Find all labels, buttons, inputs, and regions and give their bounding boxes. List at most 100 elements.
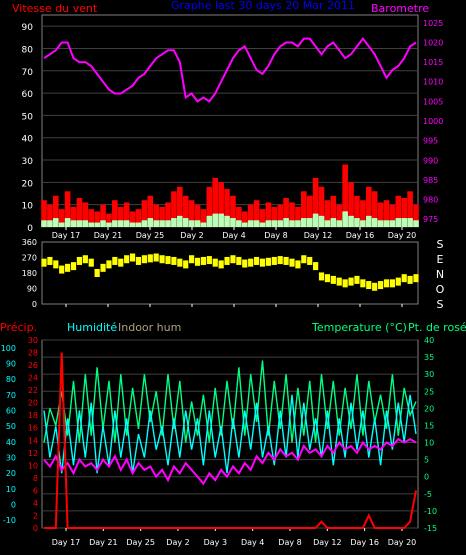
direction-point — [366, 281, 372, 290]
gust-bar — [123, 202, 130, 227]
gust-bar — [395, 195, 402, 227]
direction-point — [59, 265, 65, 274]
precip-tick-label: 6 — [33, 486, 38, 495]
humidity-tick-label: 70 — [6, 391, 16, 400]
avg-wind-bar — [289, 220, 295, 227]
avg-wind-bar — [218, 213, 224, 227]
direction-point — [76, 256, 83, 265]
gust-bar — [117, 206, 124, 227]
direction-point — [348, 277, 354, 286]
avg-wind-bar — [171, 218, 177, 227]
top-day-label: Day 20 — [388, 231, 417, 240]
direction-point — [395, 277, 401, 286]
temperature-tick-label: 0 — [424, 473, 429, 482]
direction-point — [271, 256, 277, 265]
avg-wind-bar — [177, 215, 183, 227]
avg-wind-bar — [236, 220, 242, 227]
direction-point — [330, 275, 336, 284]
gust-bar — [377, 202, 384, 227]
avg-wind-bar — [265, 220, 272, 227]
direction-point — [289, 258, 295, 267]
direction-tick-label: 360 — [22, 238, 37, 247]
gust-bar — [265, 202, 272, 227]
baro-tick-label: 1010 — [423, 78, 443, 87]
direction-point — [265, 257, 271, 266]
direction-point — [230, 255, 236, 264]
direction-point — [224, 256, 230, 265]
gust-bar — [64, 191, 71, 227]
avg-wind-bar — [224, 215, 230, 227]
direction-point — [253, 256, 260, 265]
gust-bar — [236, 206, 242, 227]
gust-bar — [371, 191, 378, 227]
direction-point — [177, 258, 183, 267]
precip-tick-label: 16 — [28, 424, 38, 433]
wind-tick-label: 0 — [27, 224, 33, 234]
direction-point — [94, 269, 100, 277]
temperature-tick-label: 35 — [424, 353, 434, 362]
precip-tick-label: 30 — [28, 336, 38, 345]
temperature-tick-label: 20 — [424, 404, 434, 413]
direction-point — [165, 256, 171, 265]
avg-wind-bar — [64, 218, 71, 227]
gust-bar — [41, 200, 47, 227]
baro-tick-label: 1015 — [423, 58, 443, 67]
direction-point — [389, 279, 395, 288]
top-gridlines — [42, 25, 418, 228]
precip-tick-label: 0 — [33, 524, 38, 533]
gust-bar — [70, 206, 77, 227]
gust-bar — [135, 209, 142, 227]
avg-wind-bar — [277, 220, 283, 227]
humidity-tick-label: 10 — [6, 485, 16, 494]
gust-bar — [259, 209, 266, 227]
direction-point — [141, 255, 147, 264]
chart-title: Graphe last 30 days 20 Mar 2011 — [171, 0, 355, 12]
direction-point — [135, 256, 142, 265]
avg-wind-bar — [41, 220, 47, 227]
gust-bar — [401, 197, 407, 227]
gust-bar — [360, 200, 366, 227]
avg-wind-bar — [413, 220, 419, 227]
avg-wind-bar — [318, 215, 325, 227]
gust-bar — [336, 204, 343, 227]
baro-tick-label: 985 — [423, 176, 438, 185]
direction-point — [194, 257, 201, 266]
mid-panel-frame — [41, 241, 419, 305]
avg-wind-bar — [395, 218, 402, 227]
temperature-tick-label: 15 — [424, 421, 434, 430]
dewpoint-label: Pt. de rosée — [408, 321, 466, 334]
direction-point — [360, 279, 366, 288]
direction-tick-label: 270 — [22, 254, 37, 263]
gust-bar — [277, 204, 283, 227]
wind-tick-label: 50 — [22, 112, 34, 122]
gust-bar — [194, 204, 201, 227]
avg-wind-bar — [371, 218, 378, 227]
temperature-tick-label: -10 — [424, 507, 437, 516]
avg-wind-bar — [401, 218, 407, 227]
dewpoint-line — [43, 437, 417, 486]
barometer-ticks: 975 980 985 990 995 1000 1005 1010 1015 1020 1025 — [423, 19, 443, 224]
direction-letter: O — [436, 283, 445, 296]
gust-bar — [365, 186, 372, 227]
gust-bar — [147, 195, 154, 227]
humidity-tick-label: 80 — [6, 375, 16, 384]
direction-point — [70, 262, 77, 271]
avg-wind-bar — [147, 218, 154, 227]
top-day-label: Day 2 — [180, 231, 203, 240]
temperature-tick-label: 5 — [424, 456, 429, 465]
avg-wind-bar — [53, 218, 59, 227]
direction-point — [206, 256, 212, 265]
wind-tick-label: 30 — [22, 157, 34, 167]
bottom-day-label: Day 16 — [350, 538, 379, 547]
direction-point — [313, 262, 319, 271]
precip-line — [44, 352, 417, 529]
gust-bar — [247, 204, 254, 227]
wind-tick-label: 70 — [22, 68, 34, 78]
baro-tick-label: 1000 — [423, 117, 443, 126]
avg-wind-bar — [241, 222, 248, 227]
direction-point — [248, 258, 254, 267]
gust-bar — [171, 191, 177, 227]
direction-point — [318, 272, 325, 281]
avg-wind-bar — [342, 211, 348, 227]
